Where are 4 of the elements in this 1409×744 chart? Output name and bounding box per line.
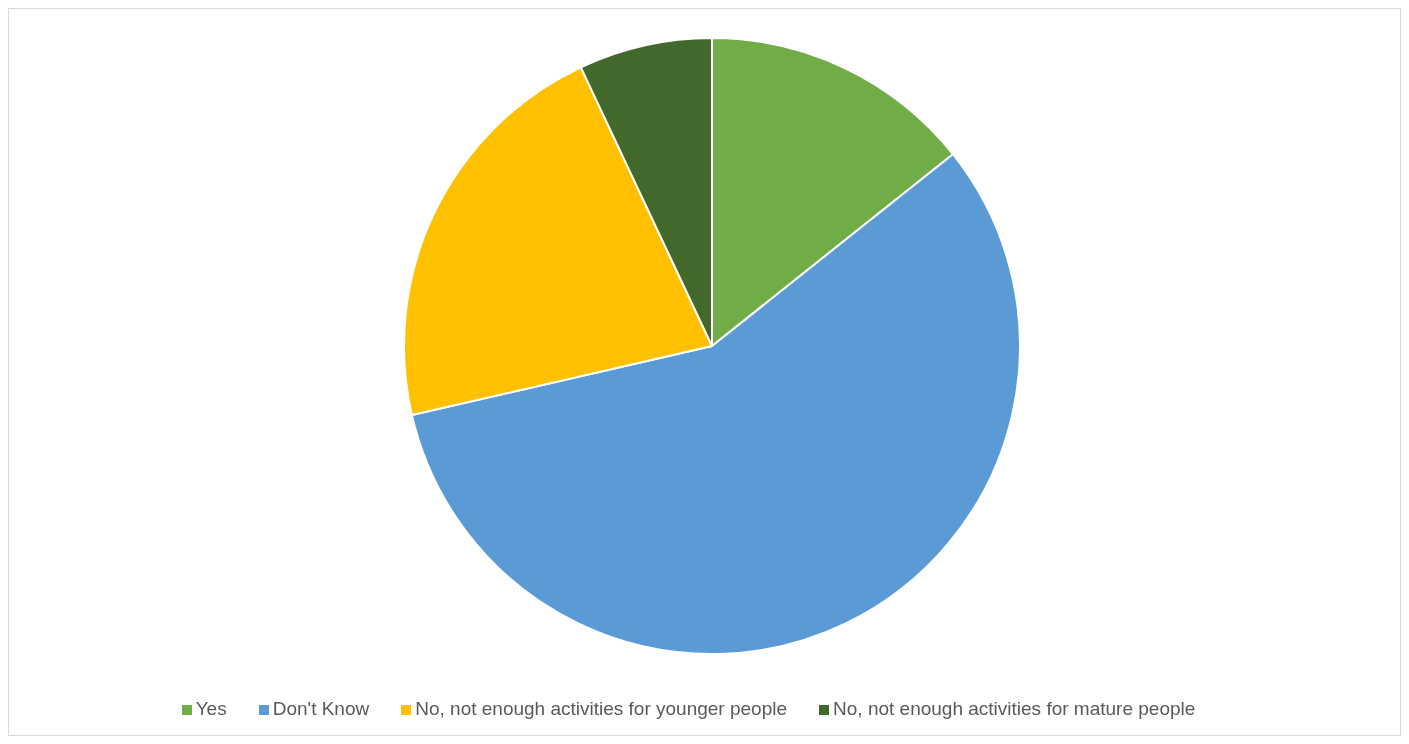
legend-label: Don't Know: [272, 698, 370, 719]
legend-label: No, not enough activities for younger people: [415, 698, 788, 719]
legend-label: No, not enough activities for mature people: [833, 698, 1196, 719]
legend-label: Yes: [195, 698, 227, 719]
